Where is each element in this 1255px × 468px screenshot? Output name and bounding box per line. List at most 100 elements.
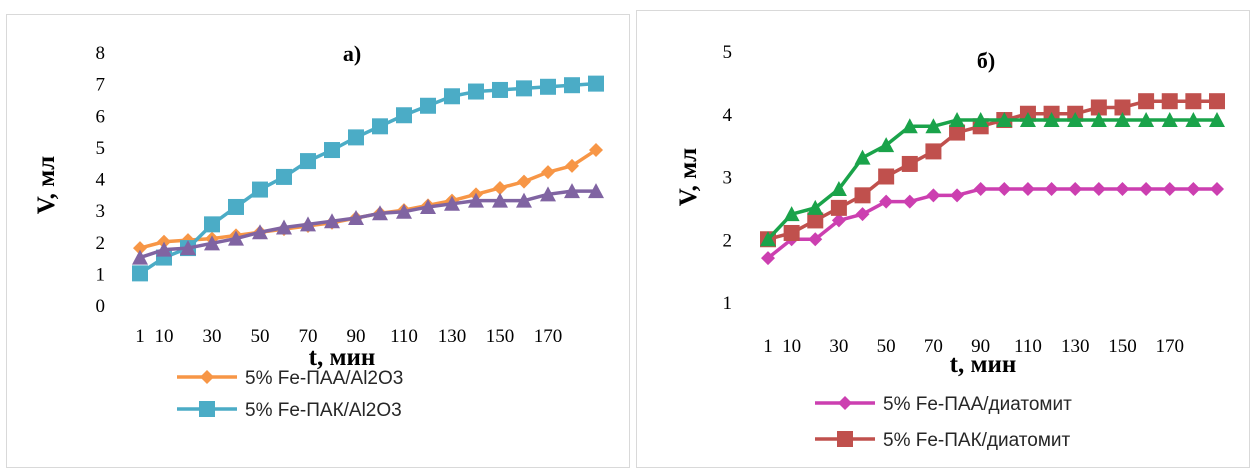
chart-b-data-point (902, 194, 917, 209)
chart-b-data-point (926, 188, 941, 203)
chart-b-data-point (807, 212, 824, 229)
chart-b-data-point (1138, 93, 1155, 110)
chart-b-title: б) (977, 48, 995, 73)
chart-b-data-point (996, 112, 1013, 128)
chart-a-title: а) (343, 41, 361, 66)
chart-a-data-point (348, 210, 364, 226)
chart-b-xtick: 110 (1014, 336, 1042, 357)
chart-a-ytick: 4 (96, 170, 106, 191)
chart-a-data-point (540, 78, 556, 95)
chart-a-data-point (276, 168, 292, 185)
chart-a-data-point (324, 142, 340, 159)
chart-b-data-point (878, 168, 895, 185)
chart-b-data-point (1114, 99, 1131, 116)
chart-b-data-point (854, 149, 871, 165)
chart-b-data-point (925, 143, 942, 160)
chart-b-xtick: 1 (763, 336, 773, 357)
chart-b-data-point (1186, 182, 1201, 197)
chart-b-xtick: 90 (971, 336, 990, 357)
chart-b-data-point (807, 199, 824, 215)
chart-b-xtick: 130 (1061, 336, 1090, 357)
chart-b-series-0 (761, 182, 1224, 266)
chart-b-data-point (783, 224, 800, 241)
chart-a-data-point (396, 107, 412, 124)
chart-b-ytick: 3 (723, 168, 733, 189)
chart-a-xtick: 90 (347, 326, 366, 347)
chart-b-data-point (1161, 93, 1178, 110)
chart-b-data-point (949, 124, 966, 141)
chart-b-data-point (1020, 182, 1035, 197)
legend-marker (838, 396, 852, 410)
chart-a-data-point (180, 240, 196, 256)
chart-b-data-point (901, 118, 918, 134)
legend-label: 5% Fe-ПАА/Al2O3 (245, 368, 403, 389)
chart-b-data-point (760, 231, 776, 247)
chart-b-data-point (997, 182, 1012, 197)
chart-b-data-point (973, 182, 988, 197)
chart-b-data-point (854, 187, 871, 204)
chart-b-data-point (855, 207, 870, 222)
chart-b-data-point (1209, 93, 1225, 110)
chart-a-data-point (252, 181, 268, 198)
chart-b-series-2 (760, 112, 1225, 247)
chart-a-data-point (156, 241, 172, 257)
chart-b-data-point (972, 112, 989, 128)
chart-b-xtick: 30 (829, 336, 848, 357)
chart-b-series-1 (760, 93, 1225, 248)
legend-marker (837, 431, 853, 447)
chart-a-data-point (276, 219, 292, 235)
chart-a-data-point (372, 205, 388, 221)
chart-a-data-point (516, 192, 532, 208)
chart-b-data-point (1091, 182, 1106, 197)
chart-b-data-point (1115, 182, 1130, 197)
legend-item: 5% Fe-ПАК/Al2O3 (177, 400, 402, 421)
legend-item: 5% Fe-ПАА/диатомит (815, 394, 1072, 415)
chart-a-ytick: 2 (96, 233, 106, 254)
chart-b-data-point (1090, 112, 1107, 128)
chart-b-data-point (950, 188, 965, 203)
chart-b-ylabel: V, мл (675, 148, 702, 206)
chart-a-ylabel: V, мл (33, 156, 60, 214)
chart-b-data-point (761, 251, 775, 266)
chart-a-data-point (324, 213, 340, 229)
chart-a-data-point (420, 198, 436, 214)
chart-b-data-point (1090, 99, 1107, 116)
chart-b-data-point (1210, 182, 1224, 197)
chart-b-ytick: 5 (723, 42, 733, 63)
chart-a-ytick: 7 (96, 75, 106, 96)
chart-a-data-point (228, 230, 244, 246)
chart-a-xtick: 150 (486, 326, 515, 347)
legend-item: 5% Fe-ПАК/диатомит (815, 430, 1070, 451)
chart-a-data-point (516, 80, 532, 97)
chart-b-data-point (1044, 182, 1059, 197)
chart-a-data-point (396, 203, 412, 219)
chart-a-data-point (444, 88, 460, 105)
chart-a-data-point (588, 75, 604, 92)
chart-a-data-point (588, 183, 604, 199)
legend-marker (199, 401, 215, 417)
chart-a-ytick: 0 (96, 296, 106, 317)
chart-b-data-point (1139, 182, 1154, 197)
chart-a-data-point (444, 195, 460, 211)
legend-label: 5% Fe-ПАА/диатомит (883, 394, 1072, 415)
chart-a-data-point (204, 235, 220, 251)
chart-a-data-point (564, 77, 580, 94)
chart-b-data-point (1019, 112, 1036, 128)
chart-a-data-point (420, 97, 436, 114)
chart-b-data-point (879, 194, 894, 209)
legend-item: 5% Fe-ПАА/Al2O3 (177, 368, 403, 389)
chart-a-xtick: 70 (299, 326, 318, 347)
chart-a-xtick: 50 (251, 326, 270, 347)
chart-b-data-point (1162, 182, 1177, 197)
chart-a-data-point (300, 153, 316, 170)
chart-b-xtick: 70 (924, 336, 943, 357)
chart-a-data-point (468, 83, 484, 100)
chart-b-data-point (1068, 182, 1083, 197)
chart-a-ytick: 6 (96, 106, 106, 127)
chart-b-data-point (878, 137, 895, 153)
chart-b-xtick: 10 (782, 336, 801, 357)
chart-b-data-point (901, 155, 918, 172)
